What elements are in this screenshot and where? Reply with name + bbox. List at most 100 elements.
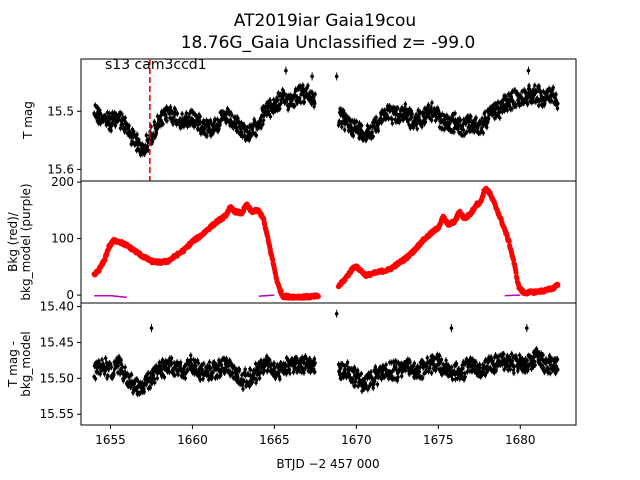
data-point: [510, 107, 514, 111]
data-point: [398, 118, 402, 122]
data-point: [222, 371, 227, 375]
data-point: [109, 128, 113, 133]
data-point: [312, 357, 317, 361]
data-point: [406, 118, 410, 122]
data-point: [485, 125, 489, 130]
data-point: [213, 117, 217, 121]
data-point: [342, 111, 346, 115]
data-point: [465, 130, 469, 134]
data-point: [129, 385, 133, 389]
data-point: [539, 93, 543, 98]
data-point: [189, 357, 193, 362]
data-point: [159, 367, 164, 372]
data-point: [154, 131, 159, 135]
data-point: [184, 111, 189, 115]
data-point: [396, 375, 400, 379]
data-point: [299, 365, 304, 369]
data-point: [417, 115, 421, 120]
data-point: [369, 370, 373, 374]
data-point: [353, 380, 358, 384]
data-point: [134, 386, 139, 390]
data-point: [504, 94, 508, 98]
sector-annotation: s13 cam3ccd1: [105, 57, 207, 73]
data-point: [461, 122, 465, 126]
data-point: [150, 140, 155, 144]
panel-top: 15.5 15.6 T mag s13 cam3ccd1: [21, 57, 577, 182]
data-point: [198, 367, 202, 372]
data-point: [234, 378, 239, 383]
data-point: [403, 102, 408, 106]
data-point: [240, 130, 244, 135]
data-point: [198, 114, 202, 119]
data-point: [525, 102, 530, 106]
data-point: [306, 83, 310, 88]
data-point: [387, 376, 391, 381]
data-point: [236, 376, 240, 380]
data-point: [268, 114, 273, 119]
data-point: [550, 99, 554, 103]
data-point: [247, 384, 252, 388]
data-point: [93, 103, 97, 107]
data-point: [351, 377, 355, 382]
series-line-bkg-model: [94, 294, 521, 299]
data-point: [541, 89, 546, 94]
data-point: [123, 365, 127, 369]
data-point: [206, 369, 210, 374]
data-point: [93, 377, 98, 381]
data-point: [469, 115, 473, 119]
data-point: [180, 112, 184, 116]
data-point: [224, 356, 229, 361]
data-point: [433, 118, 438, 123]
data-point: [526, 91, 530, 95]
data-point: [279, 101, 283, 105]
data-point: [379, 377, 384, 381]
data-point: [112, 372, 116, 377]
panel-marks: [92, 309, 560, 398]
data-point: [259, 126, 263, 130]
data-point: [167, 364, 171, 369]
data-point: [194, 364, 198, 368]
data-point: [219, 118, 223, 123]
data-point: [275, 98, 280, 102]
data-point: [537, 103, 541, 108]
data-point: [265, 354, 269, 359]
data-point: [497, 110, 502, 115]
data-point: [254, 133, 259, 138]
data-point: [183, 376, 188, 380]
data-point: [498, 116, 502, 120]
data-point: [253, 362, 258, 366]
data-point: [537, 84, 541, 88]
data-point: [556, 101, 560, 106]
data-point: [299, 100, 303, 105]
outlier-point: [526, 68, 531, 73]
data-point: [158, 114, 163, 118]
data-point: [247, 138, 251, 142]
data-point: [410, 112, 414, 116]
data-point: [201, 377, 205, 381]
data-point: [343, 128, 347, 132]
data-point: [429, 105, 433, 110]
data-point: [257, 376, 262, 380]
data-point: [198, 377, 203, 381]
data-point: [132, 132, 136, 137]
data-point: [366, 387, 370, 392]
data-point: [262, 368, 267, 372]
data-point: [207, 360, 212, 364]
axes-frame: [80, 302, 577, 426]
data-point: [209, 133, 213, 138]
data-point: [247, 130, 252, 134]
data-point: [340, 125, 344, 129]
data-point: [208, 366, 213, 370]
bkg-point: [513, 269, 519, 276]
data-point: [551, 85, 555, 90]
data-point: [426, 103, 431, 107]
data-point: [169, 356, 174, 360]
outlier-point: [284, 68, 288, 73]
data-point: [356, 368, 360, 373]
data-point: [268, 98, 272, 102]
data-point: [543, 98, 547, 103]
data-point: [211, 371, 215, 375]
data-point: [394, 368, 398, 372]
bkg-point: [510, 257, 517, 263]
data-point: [196, 361, 201, 365]
